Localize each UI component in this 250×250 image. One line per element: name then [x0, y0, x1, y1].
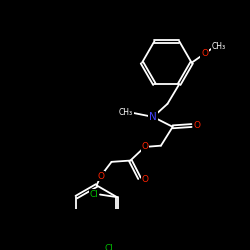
Text: O: O — [142, 175, 149, 184]
Text: O: O — [141, 142, 148, 152]
Text: O: O — [193, 121, 200, 130]
Text: N: N — [149, 112, 157, 122]
Text: O: O — [201, 49, 208, 58]
Text: CH₃: CH₃ — [119, 108, 133, 118]
Text: O: O — [97, 172, 104, 181]
Text: Cl: Cl — [90, 190, 99, 199]
Text: Cl: Cl — [104, 244, 113, 250]
Text: CH₃: CH₃ — [212, 42, 226, 51]
